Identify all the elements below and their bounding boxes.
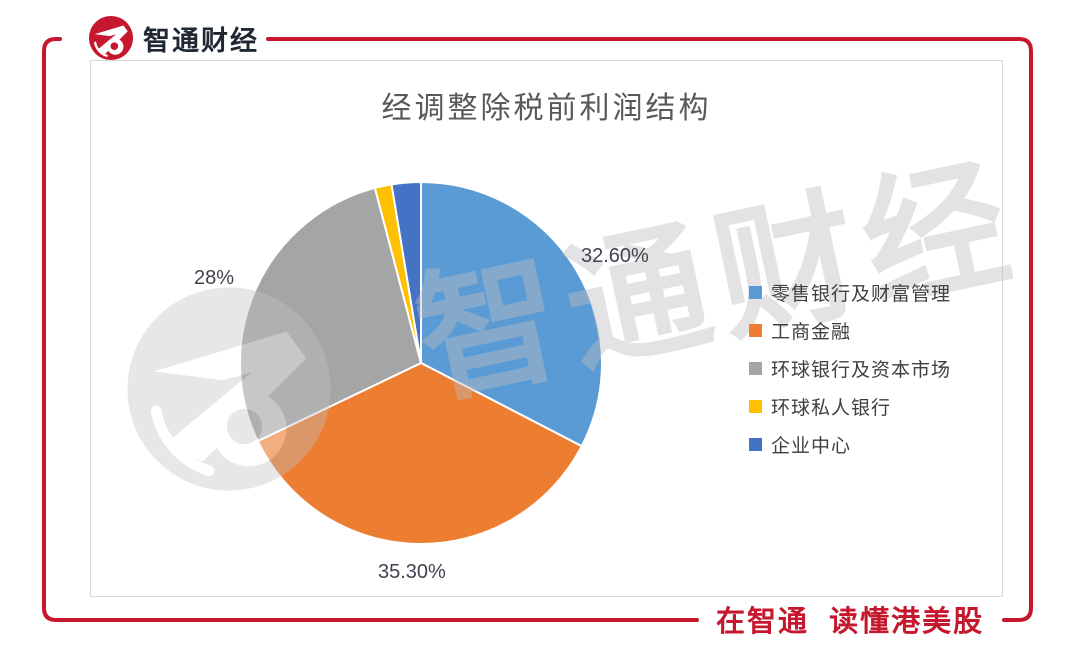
legend-item-3: 环球私人银行 [749, 387, 951, 425]
legend-label: 环球私人银行 [771, 397, 892, 419]
brand-name: 智通财经 [143, 25, 259, 56]
legend-item-1: 工商金融 [749, 311, 951, 349]
legend-label: 零售银行及财富管理 [771, 283, 952, 305]
legend: 零售银行及财富管理 工商金融环球银行及资本市场 环球私人银行 企业中心 [749, 273, 951, 463]
watermark-logo-icon [127, 287, 331, 491]
percent-label-retail: 32.60% [581, 245, 649, 267]
percent-label-commercial: 35.30% [378, 561, 446, 583]
legend-label: 企业中心 [771, 435, 852, 457]
legend-marker-icon [749, 437, 762, 451]
zhitong-logo-icon [88, 15, 134, 61]
chart-card: 经调整除税前利润结构 智通财经 32.60% 35.30% 28% 零售银行及财… [90, 60, 1031, 597]
legend-label: 工商金融 [771, 321, 852, 343]
chart-title: 经调整除税前利润结构 [381, 92, 712, 125]
footer-slogan: 在智通 读懂港美股 [716, 606, 985, 638]
legend-marker-icon [749, 361, 762, 375]
legend-item-2: 环球银行及资本市场 [749, 349, 951, 387]
legend-item-4: 企业中心 [749, 425, 951, 463]
legend-item-0: 零售银行及财富管理 [749, 273, 951, 311]
legend-marker-icon [749, 399, 762, 413]
brand-header: 智通财经 [88, 15, 259, 61]
legend-label: 环球银行及资本市场 [771, 359, 952, 381]
legend-marker-icon [749, 285, 762, 299]
percent-label-global: 28% [194, 267, 235, 289]
legend-marker-icon [749, 323, 762, 337]
